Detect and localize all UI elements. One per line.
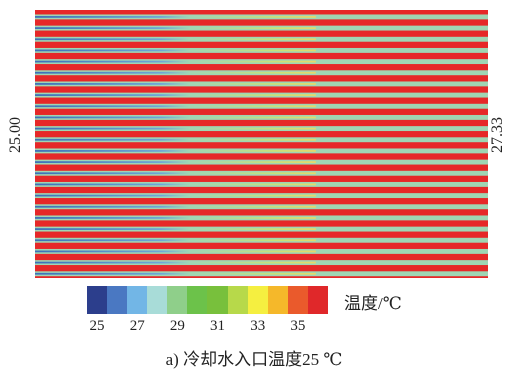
outlet-temperature-label: 27.33 [489, 117, 506, 153]
coolant-channel-core [35, 239, 316, 242]
coolant-channel-core [35, 71, 316, 74]
coolant-channel-core [35, 94, 316, 96]
coolant-channel-core [35, 194, 316, 197]
colorbar-swatch [227, 286, 248, 314]
colorbar-tick-label: 25 [89, 318, 105, 334]
colorbar-tick-label: 35 [290, 318, 306, 334]
coolant-channel-core [35, 49, 316, 52]
figure-caption: a) 冷却水入口温度25 ℃ [165, 350, 343, 369]
coolant-channel-core [35, 183, 316, 186]
coolant-channel-core [35, 250, 316, 253]
coolant-channel-core [35, 261, 316, 264]
colorbar-swatch [207, 286, 228, 314]
colorbar-swatch [307, 286, 328, 314]
coolant-channel-core [35, 161, 316, 163]
colorbar-swatch [267, 286, 288, 314]
colorbar-swatch [167, 286, 188, 314]
coolant-channel-core [35, 150, 316, 152]
inlet-temperature-label: 25.00 [7, 117, 24, 153]
colorbar-swatch [287, 286, 308, 314]
colorbar-tick-label: 29 [169, 318, 185, 334]
colorbar-tick-label: 27 [129, 318, 145, 334]
colorbar-swatch [147, 286, 168, 314]
coolant-channel-core [35, 138, 316, 141]
colorbar-swatch [107, 286, 128, 314]
colorbar-tick-label: 31 [210, 318, 226, 334]
colorbar-swatch [247, 286, 268, 314]
colorbar-swatch [87, 286, 108, 314]
colorbar-swatch [187, 286, 208, 314]
colorbar-tick-label: 33 [250, 318, 266, 334]
colorbar-swatch [127, 286, 148, 314]
coolant-channel-core [35, 272, 316, 275]
coolant-channel-core [35, 228, 316, 230]
coolant-channel-core [35, 60, 316, 63]
temperature-colorbar [87, 286, 328, 314]
coolant-channel-core [35, 27, 316, 29]
coolant-channel-core [35, 217, 316, 219]
coolant-channel-core [35, 127, 316, 130]
coolant-channel-core [35, 116, 316, 119]
coolant-channel-core [35, 205, 316, 208]
coolant-channel-core [35, 83, 316, 85]
coolant-channel-core [35, 16, 316, 18]
colorbar-title: 温度/℃ [344, 294, 402, 313]
coolant-channel-core [35, 38, 316, 41]
temperature-contour-plot [35, 10, 488, 278]
coolant-channel-core [35, 105, 316, 108]
colorbar-ticks: 25 27 29 31 33 35 [87, 318, 328, 338]
heated-plate-region [35, 10, 488, 278]
coolant-channel-core [35, 172, 316, 175]
